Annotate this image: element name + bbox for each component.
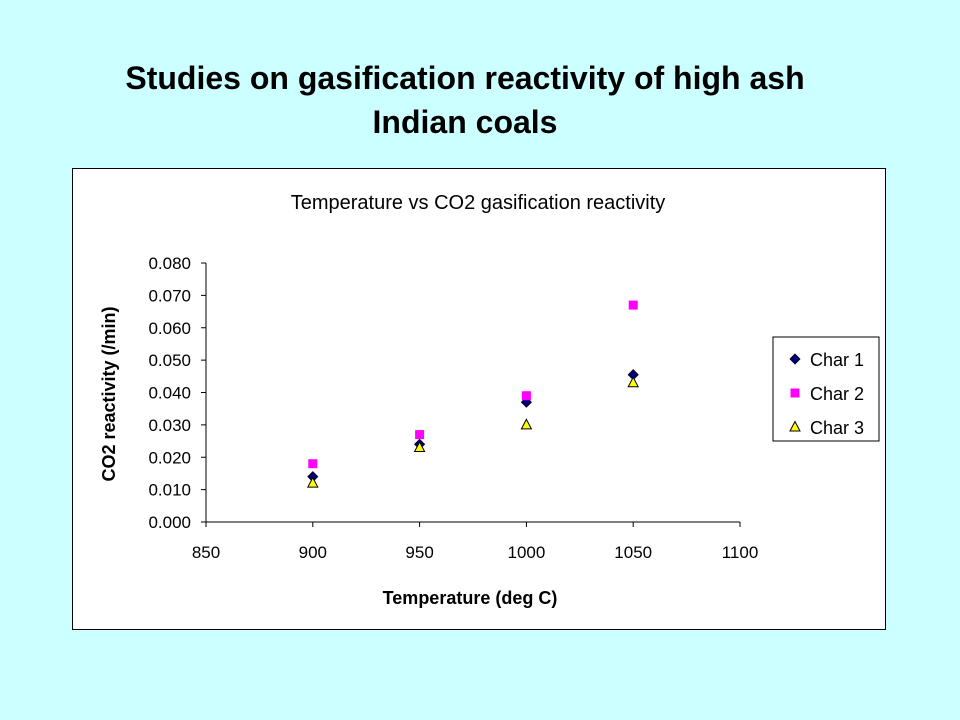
x-tick-label: 1000 (507, 543, 545, 562)
data-point-triangle (413, 440, 426, 453)
data-point-triangle (306, 476, 319, 488)
y-tick-label: 0.080 (148, 254, 191, 273)
legend-marker-diamond (789, 353, 801, 365)
data-point-square (628, 300, 638, 310)
y-axis-title: CO2 reactivity (/min) (99, 306, 119, 481)
legend-label: Char 2 (810, 384, 864, 404)
slide-title-line-1: Studies on gasification reactivity of hi… (125, 60, 805, 96)
y-tick-label: 0.030 (148, 416, 191, 435)
legend-label: Char 3 (810, 418, 864, 438)
scatter-chart: Temperature vs CO2 gasification reactivi… (99, 192, 880, 608)
data-point-square (521, 391, 531, 401)
x-tick-label: 850 (192, 543, 220, 562)
data-point-square (415, 430, 425, 440)
plot-area: 0.000 0.010 0.020 0.030 0.040 0.050 0.060 0.070… (148, 254, 758, 562)
y-tick-label: 0.040 (148, 384, 191, 403)
legend-label: Char 1 (810, 350, 864, 370)
x-tick-label: 950 (405, 543, 433, 562)
chart-title: Temperature vs CO2 gasification reactivi… (291, 192, 666, 214)
y-tick-label: 0.050 (148, 351, 191, 370)
y-tick-label: 0.010 (148, 481, 191, 500)
legend: Char 1 Char 2 Char 3 (772, 336, 880, 442)
x-axis-title: Temperature (deg C) (383, 588, 558, 608)
x-tick-label: 1100 (722, 543, 759, 562)
slide-title: Studies on gasification reactivity of hi… (0, 56, 930, 144)
y-tick-label: 0.070 (148, 286, 191, 305)
data-point-triangle (520, 418, 533, 430)
x-tick-label: 900 (299, 543, 327, 562)
slide-title-line-2: Indian coals (372, 104, 558, 140)
legend-marker-triangle (789, 420, 801, 432)
y-tick-label: 0.020 (148, 448, 191, 467)
data-point-square (308, 459, 318, 469)
chart-area: Temperature vs CO2 gasification reactivi… (72, 168, 886, 630)
x-tick-label: 1050 (614, 543, 652, 562)
y-tick-label: 0.000 (148, 513, 191, 532)
legend-marker-square (790, 388, 800, 398)
y-tick-label: 0.060 (148, 319, 191, 338)
data-point-triangle (627, 376, 640, 388)
